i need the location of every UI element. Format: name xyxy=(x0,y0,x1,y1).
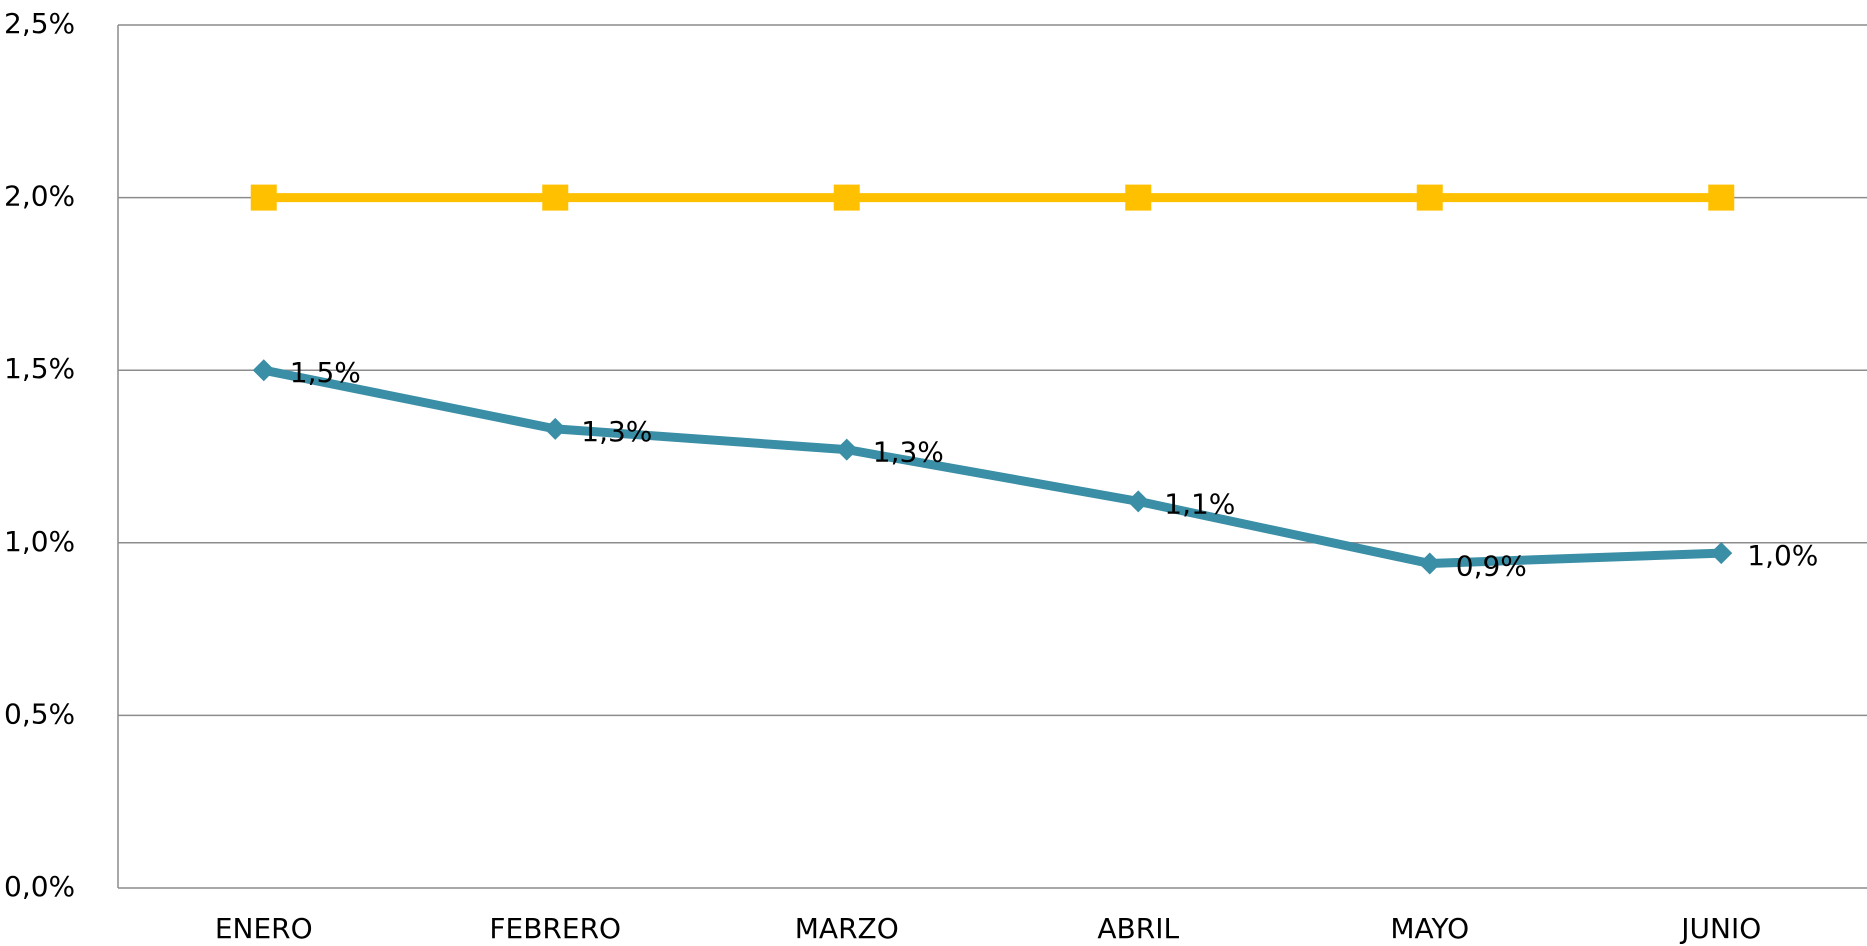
x-tick-label: FEBRERO xyxy=(489,912,621,945)
data-label: 1,5% xyxy=(290,356,361,389)
y-tick-label: 2,5% xyxy=(4,7,75,40)
marker xyxy=(836,439,858,461)
marker xyxy=(542,185,568,211)
page: 0,0% 0,5% 1,0% 1,5% 2,0% 2,5% ENERO FEBRERO MARZ… xyxy=(0,0,1867,946)
chart: 0,0% 0,5% 1,0% 1,5% 2,0% 2,5% ENERO FEBRERO MARZ… xyxy=(0,0,1867,946)
y-tick-label: 1,5% xyxy=(4,352,75,385)
marker xyxy=(1708,185,1734,211)
data-label: 1,3% xyxy=(873,436,944,469)
x-tick-label: MAYO xyxy=(1390,912,1469,945)
marker xyxy=(1710,542,1732,564)
marker xyxy=(1417,185,1443,211)
x-tick-label: ENERO xyxy=(215,912,313,945)
data-label: 1,0% xyxy=(1747,539,1818,572)
y-tick-label: 1,0% xyxy=(4,525,75,558)
marker xyxy=(1125,185,1151,211)
data-label: 1,1% xyxy=(1164,487,1235,520)
data-label: 1,3% xyxy=(581,415,652,448)
marker xyxy=(834,185,860,211)
marker xyxy=(253,359,275,381)
x-tick-label: MARZO xyxy=(795,912,899,945)
y-tick-label: 0,5% xyxy=(4,697,75,730)
marker xyxy=(1419,553,1441,575)
y-tick-label: 2,0% xyxy=(4,180,75,213)
x-tick-label: ABRIL xyxy=(1097,912,1179,945)
marker xyxy=(251,185,277,211)
marker xyxy=(1127,490,1149,512)
y-tick-label: 0,0% xyxy=(4,870,75,903)
marker xyxy=(544,418,566,440)
series-line xyxy=(264,370,1722,563)
data-label: 0,9% xyxy=(1456,550,1527,583)
x-tick-label: JUNIO xyxy=(1679,912,1761,945)
